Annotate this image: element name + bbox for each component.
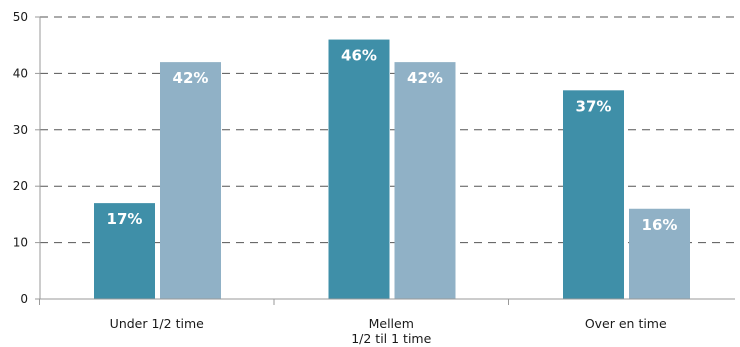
axes (35, 16, 735, 305)
y-tick-label: 10 (13, 236, 28, 250)
y-tick-label: 20 (13, 179, 28, 193)
x-category-label: 1/2 til 1 time (351, 331, 431, 346)
bar (94, 203, 155, 299)
x-category-label: Mellem (369, 316, 414, 331)
bar (160, 62, 221, 300)
x-category-label: Over en time (585, 316, 667, 331)
labels: 0 10 20 30 40 50 17% 46% 37% 42% 42% 16% Under 1/2 t… (13, 10, 678, 346)
y-tick-label: 50 (13, 10, 28, 24)
data-label: 17% (107, 210, 143, 228)
bar (328, 39, 390, 300)
data-label: 42% (173, 69, 209, 87)
data-label: 46% (341, 47, 377, 65)
bar (629, 208, 690, 299)
bar (394, 62, 456, 300)
bars (94, 39, 690, 300)
y-tick-label: 30 (13, 123, 28, 137)
y-tick-label: 0 (20, 292, 28, 306)
data-label: 37% (576, 97, 612, 115)
y-tick-label: 40 (13, 66, 28, 80)
bar (563, 90, 624, 299)
data-label: 42% (407, 69, 443, 87)
data-label: 16% (642, 216, 678, 234)
x-category-label: Under 1/2 time (110, 316, 204, 331)
